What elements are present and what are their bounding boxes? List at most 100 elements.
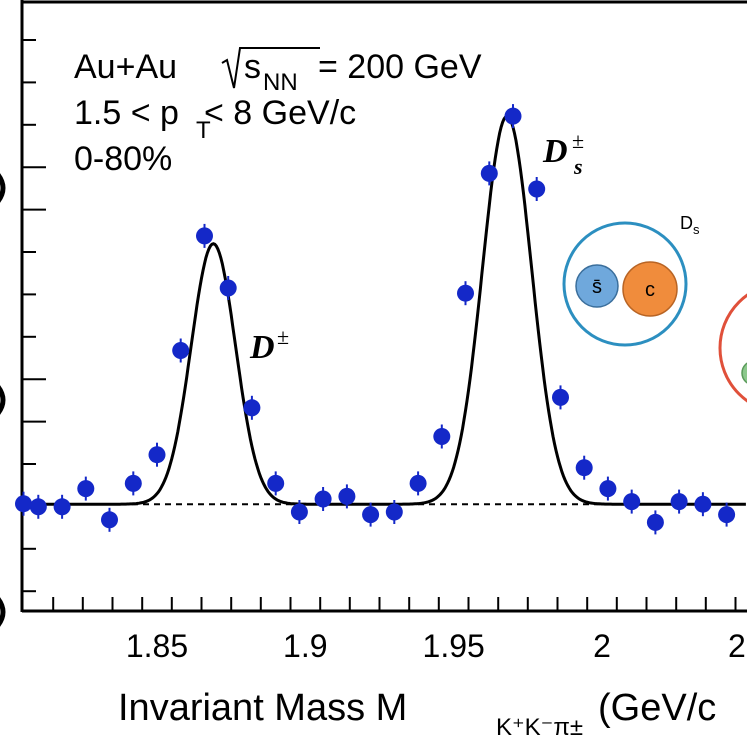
data-point bbox=[575, 455, 593, 480]
data-point bbox=[101, 507, 118, 532]
data-point bbox=[15, 491, 32, 516]
ds-meson-label-sub: s bbox=[693, 222, 700, 237]
point-marker bbox=[15, 495, 32, 513]
data-point bbox=[148, 442, 166, 467]
point-marker bbox=[219, 279, 237, 297]
data-point bbox=[124, 471, 142, 496]
data-point bbox=[314, 487, 332, 511]
y-tick-label-fragment bbox=[0, 385, 6, 415]
data-point bbox=[552, 385, 569, 410]
point-marker bbox=[267, 474, 285, 492]
anti-strange-label: s̄ bbox=[592, 276, 602, 298]
point-marker bbox=[599, 480, 617, 498]
point-marker bbox=[623, 493, 641, 511]
point-marker bbox=[338, 487, 356, 505]
peak-label-d: D ± bbox=[249, 324, 289, 366]
point-marker bbox=[409, 474, 427, 492]
peak-label-d-main: D bbox=[249, 329, 275, 366]
data-point bbox=[433, 424, 451, 449]
point-marker bbox=[172, 342, 190, 359]
data-point bbox=[646, 510, 664, 535]
data-point bbox=[196, 223, 213, 248]
point-marker bbox=[457, 284, 474, 302]
peak-label-ds: D ± s bbox=[542, 128, 584, 179]
data-point bbox=[53, 494, 71, 519]
data-point bbox=[77, 476, 95, 501]
data-point bbox=[385, 500, 403, 524]
partial-meson-ring bbox=[718, 293, 747, 403]
point-marker bbox=[314, 490, 332, 508]
ds-meson-inset: s̄ c D s bbox=[562, 213, 700, 347]
ds-meson-label: D bbox=[680, 213, 693, 233]
point-marker bbox=[694, 495, 712, 513]
data-point bbox=[172, 338, 190, 363]
data-point bbox=[362, 502, 380, 527]
partial-quark bbox=[741, 362, 747, 384]
x-tick-label: 2 bbox=[593, 628, 611, 664]
charm-label: c bbox=[645, 279, 655, 301]
info-line-2-sub: T bbox=[196, 117, 211, 144]
point-marker bbox=[433, 428, 451, 445]
peak-label-ds-sub: s bbox=[573, 154, 583, 179]
data-point bbox=[623, 489, 641, 514]
point-marker bbox=[385, 503, 403, 521]
point-marker bbox=[29, 498, 47, 516]
info-line-2: 1.5 < p bbox=[74, 94, 179, 132]
x-tick-label: 2.0 bbox=[728, 628, 747, 664]
y-tick-label-fragment bbox=[0, 597, 6, 627]
point-marker bbox=[77, 480, 95, 498]
point-marker bbox=[148, 446, 166, 464]
data-point bbox=[290, 500, 308, 524]
point-marker bbox=[718, 506, 736, 524]
data-point bbox=[480, 161, 498, 186]
data-point bbox=[409, 471, 427, 496]
point-marker bbox=[646, 513, 664, 531]
data-point bbox=[718, 502, 736, 527]
data-point bbox=[599, 476, 617, 501]
point-marker bbox=[575, 459, 593, 477]
data-point bbox=[670, 489, 688, 514]
anti-strange-quark bbox=[575, 264, 619, 308]
point-marker bbox=[552, 388, 569, 406]
sqrt-symbol bbox=[221, 47, 320, 89]
info-sqrt-sub: NN bbox=[263, 69, 298, 96]
peak-label-ds-sup: ± bbox=[572, 128, 584, 153]
y-axis-ticks bbox=[22, 39, 46, 593]
data-point bbox=[528, 177, 546, 201]
point-marker bbox=[101, 511, 118, 529]
data-point bbox=[267, 471, 285, 496]
collision-info: Au+Au s NN = 200 GeV 1.5 < p T < 8 GeV/c… bbox=[74, 47, 482, 178]
info-line-2-suffix: < 8 GeV/c bbox=[204, 94, 356, 132]
point-marker bbox=[362, 506, 380, 524]
x-axis-ticks bbox=[52, 597, 737, 611]
info-line-1: Au+Au bbox=[74, 48, 177, 86]
point-marker bbox=[124, 474, 142, 492]
data-point bbox=[219, 276, 237, 300]
point-marker bbox=[480, 164, 498, 182]
point-marker bbox=[670, 493, 688, 511]
peak-label-d-sup: ± bbox=[277, 324, 289, 349]
data-point bbox=[694, 492, 712, 517]
data-points bbox=[15, 104, 736, 535]
point-marker bbox=[290, 503, 308, 521]
data-point bbox=[29, 494, 47, 519]
y-tick-label-fragments bbox=[0, 173, 6, 627]
info-line-3: 0-80% bbox=[74, 140, 172, 178]
peak-label-ds-main: D bbox=[542, 133, 568, 170]
y-tick-label-fragment bbox=[0, 173, 6, 203]
point-marker bbox=[53, 498, 71, 516]
x-axis-label-main: Invariant Mass M bbox=[118, 687, 407, 729]
point-marker bbox=[504, 107, 522, 125]
point-marker bbox=[196, 227, 213, 245]
x-axis-tick-labels: 1.85 1.9 1.95 2 2.0 bbox=[126, 628, 747, 664]
info-energy: = 200 GeV bbox=[318, 48, 482, 86]
info-sqrt-s: s bbox=[244, 48, 261, 86]
data-point bbox=[338, 484, 356, 509]
data-point bbox=[504, 104, 522, 129]
x-tick-label: 1.85 bbox=[126, 628, 188, 664]
x-axis-label-subscript: K⁺K⁻π± bbox=[496, 714, 583, 741]
x-axis-label-unit: (GeV/c bbox=[598, 687, 716, 729]
x-axis-label: Invariant Mass M K⁺K⁻π± (GeV/c bbox=[118, 687, 716, 741]
point-marker bbox=[528, 180, 546, 198]
